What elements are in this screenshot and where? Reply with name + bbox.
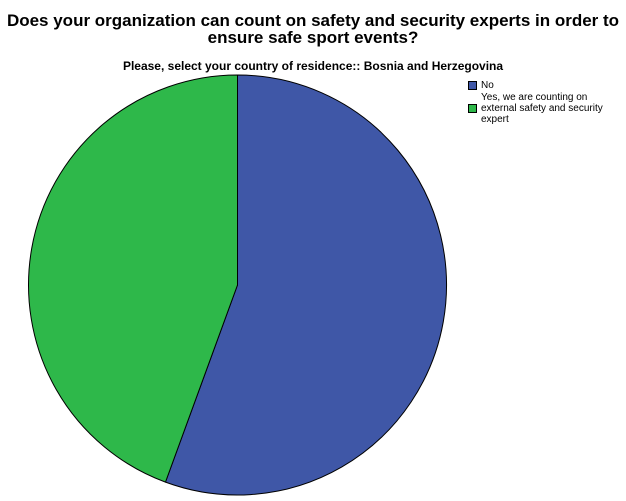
pie-slice-no	[164, 74, 447, 496]
legend-item-no: No	[467, 80, 625, 91]
pie-slice-yes	[28, 74, 238, 483]
chart-title-line-1: Does your organization can count on safe…	[6, 11, 620, 30]
chart-subtitle: Please, select your country of residence…	[122, 59, 504, 73]
chart-title-line-2: ensure safe sport events?	[207, 28, 419, 47]
legend-label-no: No	[481, 80, 494, 91]
legend-swatch-yes	[468, 104, 477, 113]
legend-item-yes: Yes, we are counting on external safety …	[467, 92, 625, 125]
chart-title: Does your organization can count on safe…	[0, 12, 626, 46]
legend-label-yes: Yes, we are counting on external safety …	[481, 92, 603, 125]
legend: No Yes, we are counting on external safe…	[467, 80, 625, 126]
legend-swatch-no	[468, 81, 477, 90]
